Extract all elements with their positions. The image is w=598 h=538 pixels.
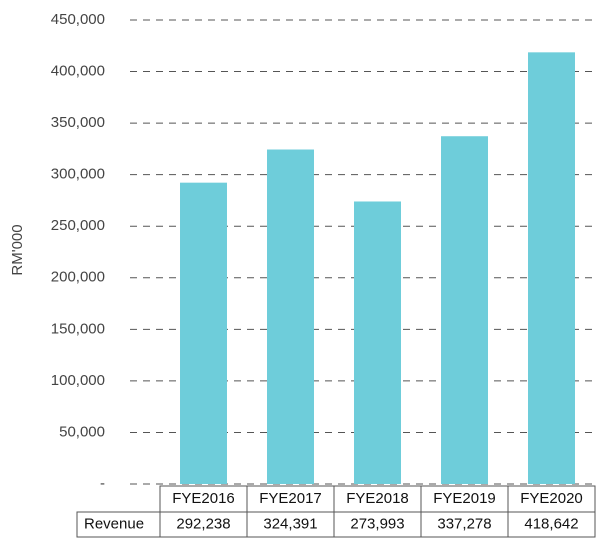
y-tick-label: 400,000 (51, 63, 105, 80)
table-cell (507, 485, 596, 513)
y-tick-label: 100,000 (51, 372, 105, 389)
series-name: Revenue (84, 515, 144, 532)
y-tick-label: 300,000 (51, 166, 105, 183)
x-tick-label: FYE2018 (346, 490, 409, 507)
bar (267, 149, 314, 484)
value-label: 418,642 (524, 515, 578, 532)
y-tick-label: - (100, 475, 105, 492)
x-tick-label: FYE2020 (520, 490, 583, 507)
bar (354, 201, 401, 484)
y-tick-label: 450,000 (51, 11, 105, 28)
y-tick-label: 350,000 (51, 114, 105, 131)
value-label: 324,391 (263, 515, 317, 532)
y-tick-label: 200,000 (51, 269, 105, 286)
x-tick-label: FYE2019 (433, 490, 496, 507)
value-label: 273,993 (350, 515, 404, 532)
bar (180, 182, 227, 484)
y-tick-label: 150,000 (51, 320, 105, 337)
bar (441, 136, 488, 484)
x-tick-label: FYE2016 (172, 490, 235, 507)
y-tick-label: 250,000 (51, 217, 105, 234)
y-tick-label: 50,000 (59, 423, 105, 440)
x-tick-label: FYE2017 (259, 490, 322, 507)
bar (528, 52, 575, 484)
value-label: 337,278 (437, 515, 491, 532)
value-label: 292,238 (176, 515, 230, 532)
y-axis-label: RM'000 (9, 224, 26, 275)
